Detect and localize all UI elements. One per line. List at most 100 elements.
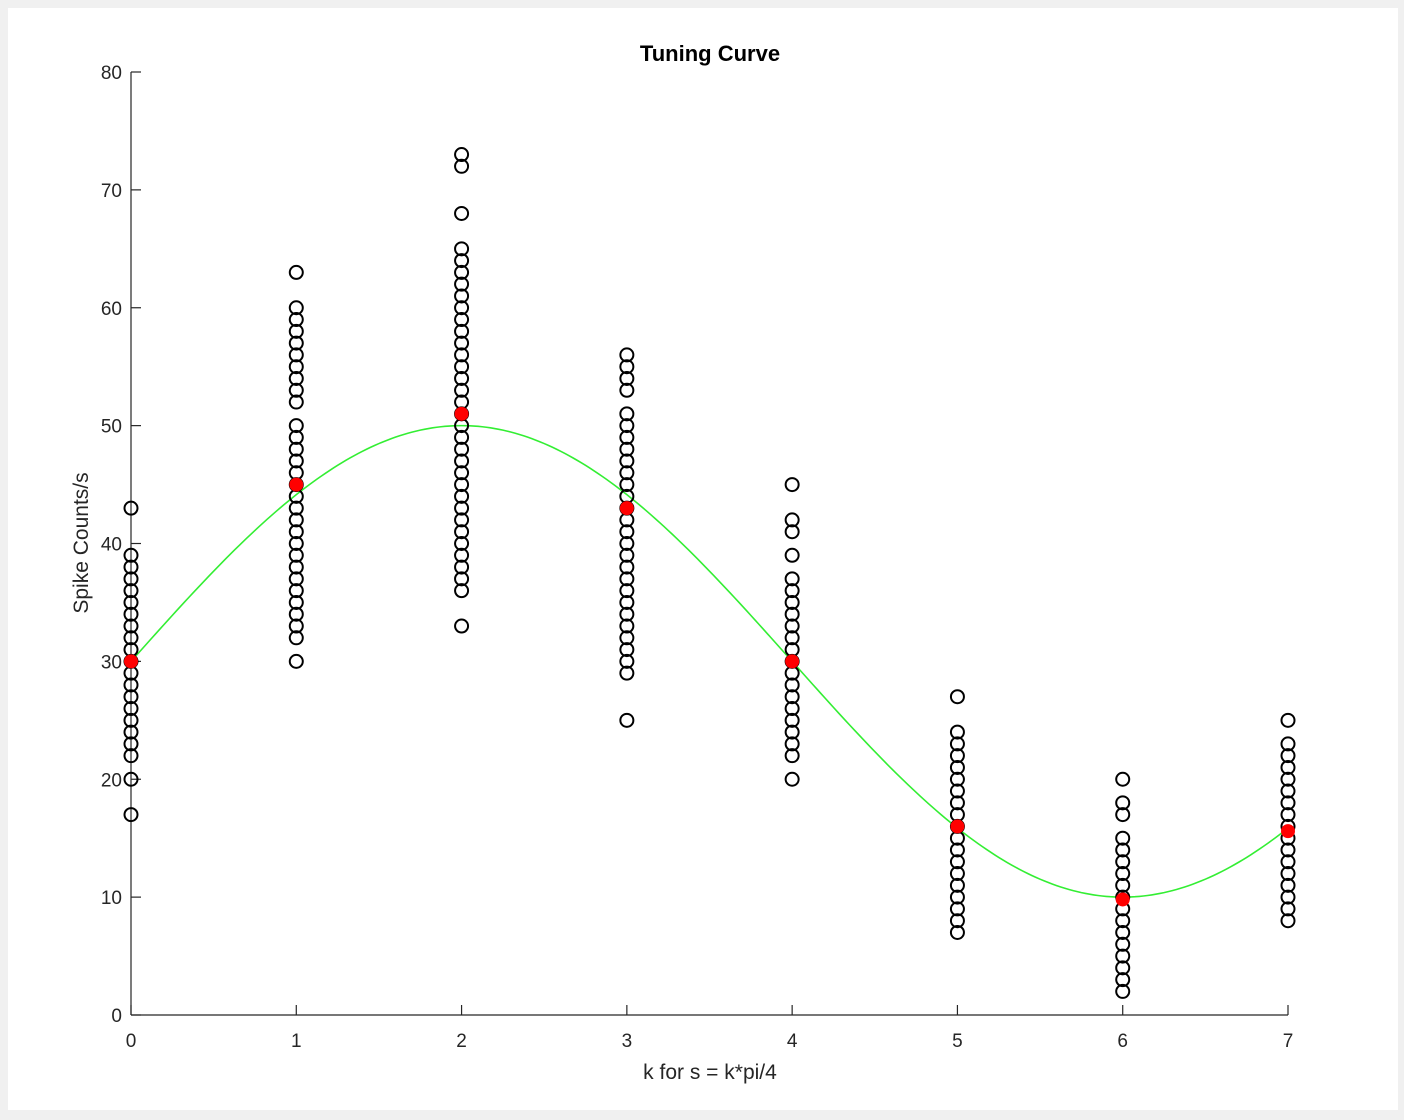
trial-point [454,205,470,221]
trial-point [1280,795,1296,811]
trial-point [123,736,139,752]
trial-point [619,712,635,728]
trial-point [454,429,470,445]
trial-point [1115,830,1131,846]
trial-point [454,264,470,280]
trial-point [1280,712,1296,728]
trial-point [619,465,635,481]
trial-point [784,724,800,740]
trial-point [784,477,800,493]
y-tick-label: 80 [101,63,122,84]
trial-point [288,382,304,398]
mean-point [1115,892,1130,907]
trial-point [454,147,470,163]
trial-point [949,924,965,940]
trial-point [619,406,635,422]
fit-curve [130,424,1289,898]
trial-point [288,300,304,316]
trial-point [1280,736,1296,752]
trial-point [949,759,965,775]
trial-point [454,300,470,316]
trial-point [454,559,470,575]
trial-point [619,559,635,575]
trial-point [454,441,470,457]
y-tick-label: 40 [101,535,122,556]
trial-point [288,536,304,551]
trial-point [454,382,470,398]
trial-point [1280,866,1296,882]
trial-point [454,583,470,599]
trial-point [1115,972,1131,988]
y-tick-label: 30 [101,652,122,673]
trial-point [454,359,470,375]
x-tick-label: 3 [622,1031,633,1052]
mean-point [1281,824,1295,839]
trial-point [784,512,800,528]
x-axis-label: k for s = k*pi/4 [643,1061,777,1084]
x-tick-label: 2 [456,1031,467,1052]
mean-point [950,819,965,834]
trial-point [288,429,304,445]
trial-point [784,524,800,540]
trial-point [619,347,635,363]
trial-point [454,276,470,292]
trial-point [784,606,800,622]
y-tick-label: 60 [101,299,122,320]
trial-point [1115,948,1131,964]
figure-window: Tuning Curve 0 1 2 3 4 5 6 7 0 10 20 30 40 50 60 70 80 k… [8,8,1398,1110]
trial-point [454,477,470,493]
trial-point [619,571,635,587]
trial-point [288,441,304,457]
trial-point [949,842,965,858]
trial-point [1280,901,1296,917]
trial-point [784,748,800,764]
trial-point [949,877,965,893]
trial-point [784,547,800,563]
trial-point [454,536,470,551]
trial-point [288,571,304,587]
trial-point [1115,807,1131,823]
trial-point [288,653,304,669]
x-tick-label: 6 [1117,1031,1128,1052]
trial-point [123,677,139,693]
trial-point [288,264,304,280]
trial-point [288,418,304,434]
x-tick-label: 5 [952,1031,963,1052]
trial-point [1280,877,1296,893]
trial-point [619,630,635,646]
trial-point [1280,842,1296,858]
trial-point [288,618,304,634]
trial-point [454,571,470,587]
trial-point [784,571,800,587]
trial-point [1280,748,1296,764]
trial-point [288,335,304,351]
trial-point [1115,936,1131,952]
trial-point [454,512,470,528]
trial-point [619,618,635,634]
trial-point [949,913,965,929]
mean-point [289,477,304,492]
trial-point [288,594,304,610]
trial-point [123,500,139,516]
trial-point [1115,983,1131,999]
trial-point [784,583,800,599]
trial-point [619,359,635,375]
chart-title: Tuning Curve [640,41,780,66]
trial-point [619,665,635,681]
trial-point [949,901,965,917]
trial-point [1115,842,1131,858]
trial-point [1115,924,1131,940]
trial-point [1280,854,1296,870]
trial-point [454,547,470,563]
trial-point [1280,807,1296,823]
trial-point [1115,877,1131,893]
trial-point [123,594,139,610]
mean-point [124,654,138,669]
trial-point [784,689,800,705]
trial-point [949,689,965,705]
trial-point [1115,913,1131,929]
y-axis-label: Spike Counts/s [70,472,93,613]
trial-point [123,571,139,587]
trial-point [1115,960,1131,976]
trial-point [1280,783,1296,799]
